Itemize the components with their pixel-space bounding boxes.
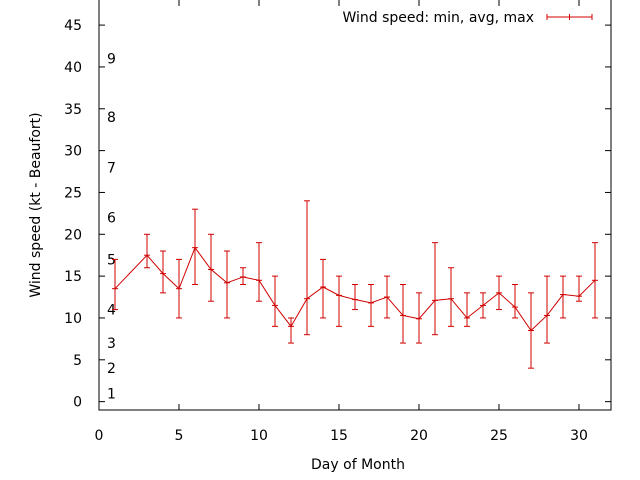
y-tick-label: 15 xyxy=(64,269,82,285)
x-tick-label: 20 xyxy=(410,428,428,444)
y-tick-label: 35 xyxy=(64,102,82,118)
beaufort-label: 8 xyxy=(107,110,116,126)
y-tick-label: 0 xyxy=(73,395,82,411)
legend: Wind speed: min, avg, max xyxy=(342,10,593,26)
beaufort-label: 2 xyxy=(107,361,116,377)
y-tick-label: 5 xyxy=(73,353,82,369)
legend-label: Wind speed: min, avg, max xyxy=(342,10,534,26)
series-line xyxy=(114,246,596,332)
beaufort-label: 4 xyxy=(107,303,116,319)
x-tick-label: 30 xyxy=(570,428,588,444)
x-tick-label: 10 xyxy=(250,428,268,444)
y-tick-label: 25 xyxy=(64,185,82,201)
beaufort-label: 7 xyxy=(107,160,116,176)
y-tick-label: 10 xyxy=(64,311,82,327)
beaufort-label: 9 xyxy=(107,52,116,68)
beaufort-label: 6 xyxy=(107,211,116,227)
x-tick-label: 0 xyxy=(95,428,104,444)
x-axis-label: Day of Month xyxy=(311,457,405,473)
plot-area-frame xyxy=(98,0,612,411)
x-tick-label: 25 xyxy=(490,428,508,444)
beaufort-label: 5 xyxy=(107,252,116,268)
y-tick-label: 40 xyxy=(64,60,82,76)
y-tick-label: 30 xyxy=(64,144,82,160)
beaufort-label: 1 xyxy=(107,386,116,402)
x-tick-label: 15 xyxy=(330,428,348,444)
wind-speed-series xyxy=(112,200,598,369)
x-tick-label: 5 xyxy=(175,428,184,444)
beaufort-scale: 1 2 3 4 5 6 7 8 9 xyxy=(107,52,116,403)
y-tick-label: 45 xyxy=(64,18,82,34)
y-tick-label: 20 xyxy=(64,227,82,243)
y-axis-label: Wind speed (kt - Beaufort) xyxy=(28,112,44,297)
beaufort-label: 3 xyxy=(107,336,116,352)
